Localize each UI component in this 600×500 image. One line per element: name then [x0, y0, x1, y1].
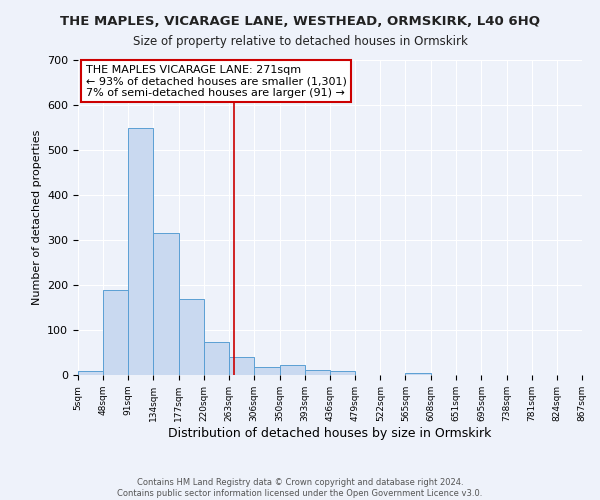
Bar: [305, 370, 330, 375]
Bar: [103, 290, 128, 375]
Bar: [128, 128, 154, 375]
Bar: [330, 370, 355, 375]
Text: Contains HM Land Registry data © Crown copyright and database right 2024.
Contai: Contains HM Land Registry data © Crown c…: [118, 478, 482, 498]
Bar: [280, 365, 305, 375]
Bar: [179, 298, 204, 375]
Y-axis label: Number of detached properties: Number of detached properties: [32, 130, 41, 305]
Bar: [204, 342, 229, 375]
Bar: [229, 357, 254, 375]
Text: THE MAPLES VICARAGE LANE: 271sqm
← 93% of detached houses are smaller (1,301)
7%: THE MAPLES VICARAGE LANE: 271sqm ← 93% o…: [86, 64, 346, 98]
Bar: [154, 233, 179, 375]
Bar: [406, 373, 431, 375]
Bar: [78, 372, 103, 375]
Bar: [254, 368, 280, 375]
Text: Size of property relative to detached houses in Ormskirk: Size of property relative to detached ho…: [133, 35, 467, 48]
X-axis label: Distribution of detached houses by size in Ormskirk: Distribution of detached houses by size …: [169, 426, 491, 440]
Text: THE MAPLES, VICARAGE LANE, WESTHEAD, ORMSKIRK, L40 6HQ: THE MAPLES, VICARAGE LANE, WESTHEAD, ORM…: [60, 15, 540, 28]
